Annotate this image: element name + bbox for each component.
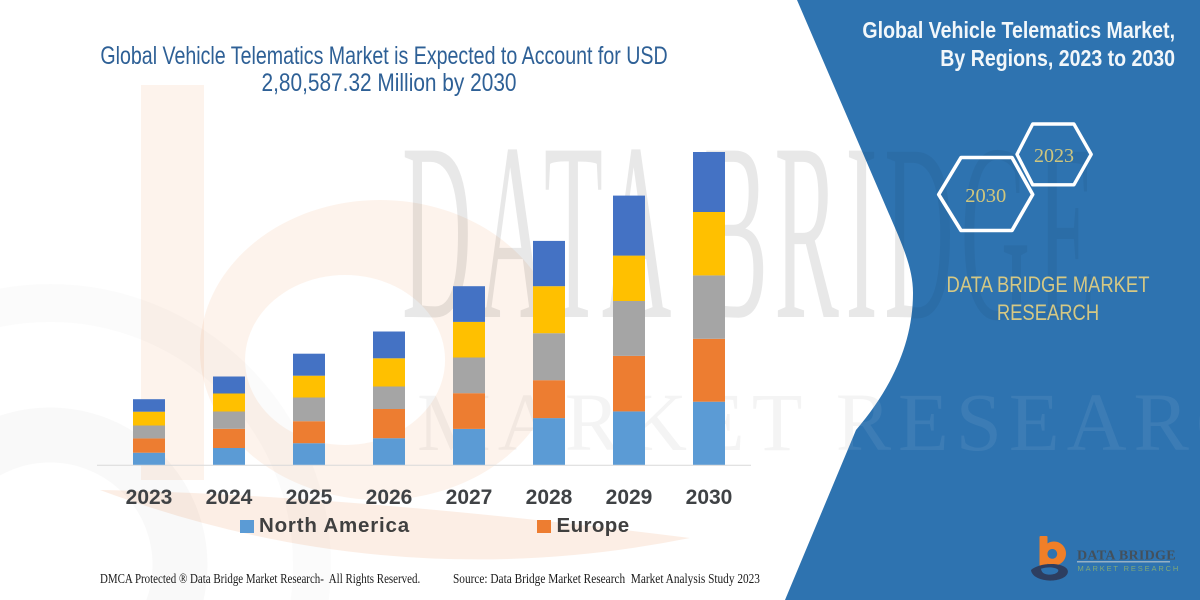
svg-text:MARKET RESEARCH: MARKET RESEARCH [1078, 564, 1181, 573]
svg-text:2030: 2030 [965, 185, 1006, 207]
svg-text:2023: 2023 [1034, 145, 1074, 167]
svg-text:DATA BRIDGE: DATA BRIDGE [1077, 549, 1176, 564]
